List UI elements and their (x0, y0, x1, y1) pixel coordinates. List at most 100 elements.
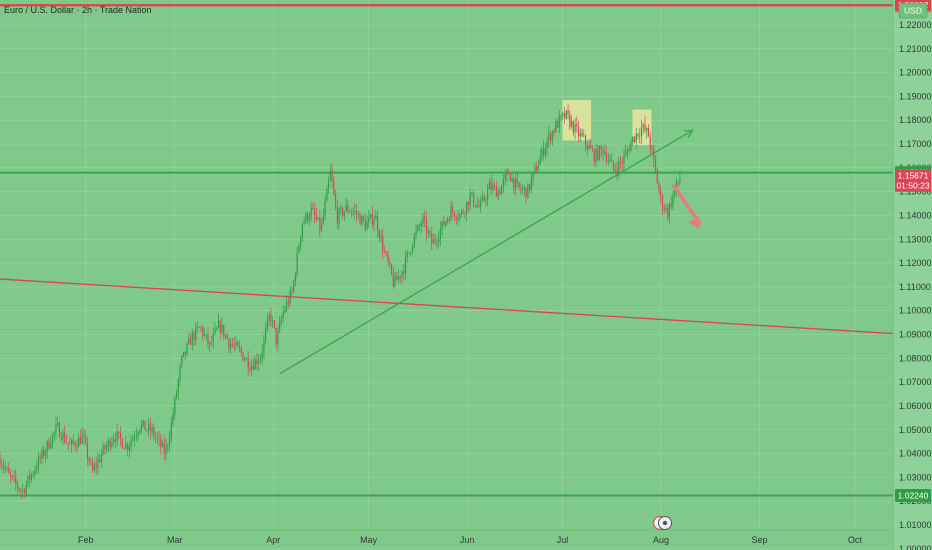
y-tick-label: 1.13000 (899, 234, 932, 244)
candle-body (576, 123, 578, 127)
candle-body (420, 224, 422, 226)
candle-body (207, 334, 209, 345)
candle-body (584, 135, 587, 145)
candle-body (549, 133, 552, 141)
candle-body (92, 462, 94, 471)
candle-body (167, 445, 169, 447)
candle-body (20, 490, 22, 492)
candle-body (261, 352, 263, 359)
candle-body (462, 211, 464, 214)
y-tick-label: 1.10000 (899, 306, 932, 316)
candle-body (551, 131, 553, 141)
candle-body (504, 174, 506, 180)
candle-body (252, 366, 255, 370)
candle-body (196, 326, 199, 328)
candle-body (111, 442, 113, 448)
projection-arrow-shaft (671, 183, 701, 225)
candle-body (399, 276, 401, 278)
candle-body (102, 445, 104, 455)
grid-lines (0, 0, 893, 550)
candle-body (529, 184, 531, 190)
candle-body (168, 437, 171, 446)
candle-body (534, 166, 536, 172)
support-badge-label: 1.02240 (898, 490, 929, 500)
candle-body (499, 191, 501, 195)
candle-body (483, 196, 485, 201)
candle-body (79, 437, 82, 444)
candle-body (2, 465, 5, 468)
candle-body (139, 429, 141, 433)
candle-body (289, 290, 291, 304)
candle-body (527, 184, 529, 198)
candle-body (307, 213, 309, 221)
candle-body (13, 476, 15, 478)
candle-body (177, 379, 179, 393)
candle-body (583, 135, 585, 137)
candle-body (312, 207, 314, 209)
candle-body (635, 133, 637, 142)
candle-body (214, 329, 216, 334)
candle-body (263, 338, 265, 353)
candle-body (417, 225, 419, 231)
candle-body (188, 338, 190, 344)
candle-body (149, 424, 151, 432)
trendline-arrowhead (683, 129, 695, 139)
candle-body (375, 215, 377, 220)
candle-body (6, 468, 8, 469)
candle-body (121, 439, 123, 449)
candle-body (116, 431, 118, 441)
candle-body (352, 211, 354, 213)
candle-body (303, 221, 305, 224)
candle-body (424, 216, 426, 220)
candle-body (558, 116, 560, 128)
candle-body (123, 448, 125, 449)
currency-button[interactable]: USD (898, 2, 928, 19)
candle-body (665, 208, 667, 211)
candle-body (301, 223, 303, 237)
candle-body (130, 440, 132, 447)
candle-body (404, 257, 407, 274)
candle-body (495, 186, 497, 197)
candle-body (383, 251, 386, 253)
candle-body (427, 231, 429, 234)
candle-body (364, 220, 366, 230)
candle-body (653, 148, 655, 159)
candles-layer (0, 103, 681, 499)
price-axis[interactable] (893, 0, 932, 550)
candle-body (282, 311, 284, 319)
y-tick-label: 1.22000 (899, 20, 932, 30)
red-trendline (0, 278, 894, 335)
candle-body (137, 432, 139, 436)
candle-body (357, 214, 359, 215)
candle-body (459, 214, 461, 219)
levels-layer (0, 4, 893, 497)
candle-body (467, 201, 470, 206)
candle-body (280, 318, 283, 323)
candle-body (321, 223, 323, 231)
candle-body (520, 187, 522, 191)
candle-body (679, 178, 681, 183)
candle-body (350, 212, 352, 214)
candle-body (175, 392, 178, 398)
y-tick-label: 1.07000 (899, 377, 932, 387)
x-tick-label: Feb (78, 535, 94, 545)
candle-body (156, 437, 158, 439)
candle-body (259, 358, 262, 362)
candle-body (341, 208, 344, 217)
candle-body (172, 414, 174, 423)
candle-body (546, 140, 548, 149)
y-tick-label: 1.03000 (899, 472, 932, 482)
candle-body (184, 351, 186, 355)
candle-body (228, 339, 230, 348)
candle-body (286, 301, 288, 310)
go-to-realtime-button[interactable] (652, 515, 672, 531)
candle-body (361, 215, 363, 225)
candle-body (331, 171, 333, 182)
candle-body (570, 121, 573, 127)
candle-body (161, 442, 164, 447)
candle-body (43, 449, 45, 456)
candle-body (637, 133, 639, 137)
plot-area[interactable] (0, 0, 893, 530)
candle-body (275, 328, 277, 345)
